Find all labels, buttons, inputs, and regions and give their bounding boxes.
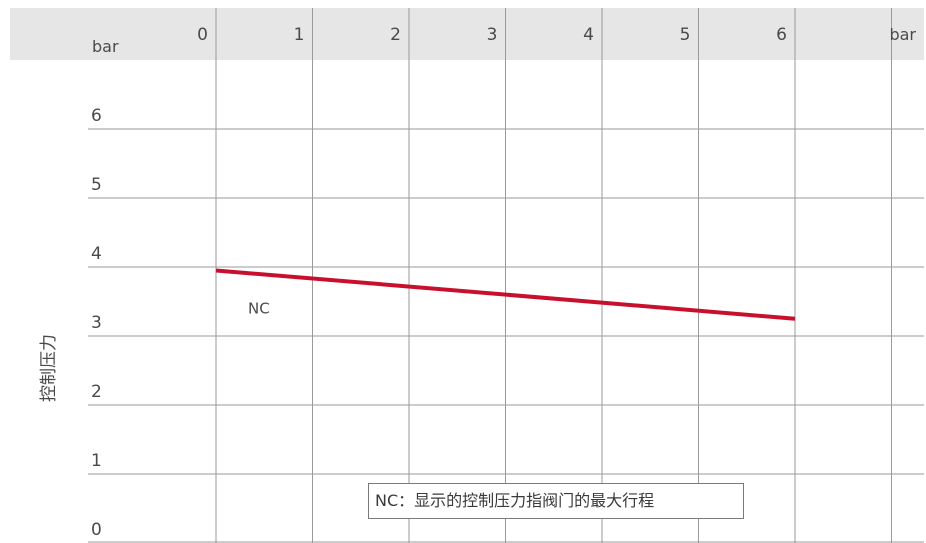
grid (88, 8, 924, 543)
x-tick-label: 2 (390, 25, 401, 45)
x-tick-label: 4 (583, 25, 594, 45)
y-tick-label: 5 (91, 175, 102, 195)
x-tick-label: 5 (680, 25, 691, 45)
annotation-box: NC：显示的控制压力指阀门的最大行程 (368, 483, 744, 519)
x-tick-label: 6 (776, 25, 787, 45)
tick-labels: 0 1 2 3 4 5 6 0 1 2 3 4 5 6 (91, 25, 787, 540)
x-tick-label: 3 (487, 25, 498, 45)
x-tick-label: 1 (294, 25, 305, 45)
series-line-nc (215, 268, 796, 321)
series: NC (215, 268, 796, 321)
y-axis-label: 控制压力 (39, 334, 59, 402)
y-tick-label: 4 (91, 244, 102, 264)
x-unit-right: bar (889, 25, 916, 44)
x-axis-header-band (10, 8, 924, 60)
series-label: NC (248, 299, 270, 317)
y-tick-label: 2 (91, 382, 102, 402)
y-tick-label: 1 (91, 451, 102, 471)
x-tick-label: 0 (197, 25, 208, 45)
y-tick-label: 6 (91, 106, 102, 126)
y-tick-label: 3 (91, 313, 102, 333)
x-unit-left: bar (92, 37, 119, 56)
y-tick-label: 0 (91, 520, 102, 540)
